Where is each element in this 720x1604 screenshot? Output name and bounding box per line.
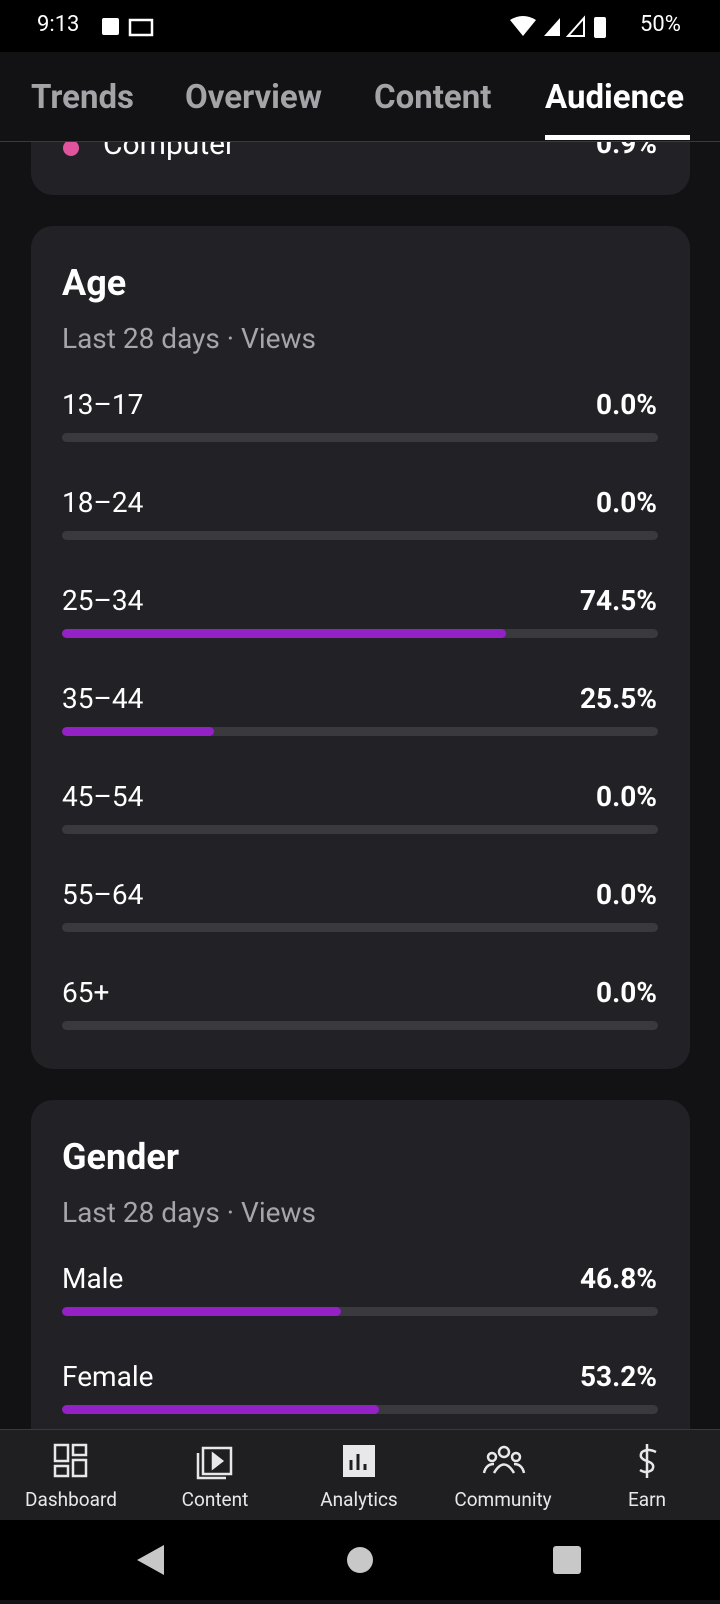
nav-label[interactable]: Dashboard <box>25 1488 117 1511</box>
system-nav <box>0 1520 720 1600</box>
row-label: Male <box>62 1262 124 1295</box>
row-value: 0.0% <box>596 388 657 421</box>
bar-track <box>62 923 658 932</box>
row-value: 0.0% <box>596 878 657 911</box>
row-label: 55–64 <box>62 878 144 911</box>
bar-track <box>62 531 658 540</box>
row-value: 46.8% <box>579 1262 657 1295</box>
tab[interactable]: Content <box>374 78 492 117</box>
row-label: 13–17 <box>62 388 144 421</box>
row-value: 0.0% <box>596 780 657 813</box>
bar <box>62 629 507 638</box>
row-label: Female <box>62 1360 154 1393</box>
nav-label[interactable]: Analytics <box>320 1488 398 1511</box>
bar-track <box>62 629 658 638</box>
section-title: Gender <box>62 1136 180 1178</box>
section-title: Age <box>62 262 127 304</box>
nav-icons <box>53 1443 657 1480</box>
bar-track <box>62 1307 658 1316</box>
nav-label[interactable]: Community <box>454 1488 552 1511</box>
bar <box>62 1307 341 1316</box>
bar-track <box>62 727 658 736</box>
age-card: Age Last 28 days · Views 13–17 0.0% 18–24 0.0… <box>31 226 690 1069</box>
section-subtitle: Last 28 days · Views <box>62 322 316 355</box>
system-icons <box>510 15 606 38</box>
row-label: 25–34 <box>62 584 144 617</box>
legend-dot <box>63 140 79 156</box>
notification-icons <box>102 18 154 37</box>
row-value: 25.5% <box>579 682 657 715</box>
tab-indicator <box>545 135 690 140</box>
row-label: 45–54 <box>62 780 144 813</box>
bar <box>62 1405 380 1414</box>
nav-label[interactable]: Content <box>181 1488 249 1511</box>
tab-bar: Trends Overview Content Audience <box>0 52 720 142</box>
section-subtitle: Last 28 days · Views <box>62 1196 316 1229</box>
row-label: 35–44 <box>62 682 144 715</box>
row-value: 0.0% <box>596 976 657 1009</box>
bottom-nav: Dashboard Content Analytics Community Ea… <box>0 1429 720 1521</box>
system-nav-icons <box>137 1545 581 1575</box>
bar-track <box>62 1021 658 1030</box>
bar <box>62 727 214 736</box>
row-value: 0.0% <box>596 486 657 519</box>
row-value: 74.5% <box>579 584 657 617</box>
row-label: 18–24 <box>62 486 144 519</box>
tab[interactable]: Overview <box>185 78 322 117</box>
battery: 50% <box>640 12 681 37</box>
row-value: 53.2% <box>579 1360 657 1393</box>
nav-label[interactable]: Earn <box>627 1488 667 1511</box>
bar-track <box>62 1405 658 1414</box>
bar-track <box>62 433 658 442</box>
row-label: 65+ <box>62 976 110 1009</box>
bar-track <box>62 825 658 834</box>
clock: 9:13 <box>37 12 80 37</box>
status-bar: 9:13 50% <box>0 0 720 52</box>
tab[interactable]: Audience <box>545 78 685 117</box>
tab[interactable]: Trends <box>31 78 134 117</box>
